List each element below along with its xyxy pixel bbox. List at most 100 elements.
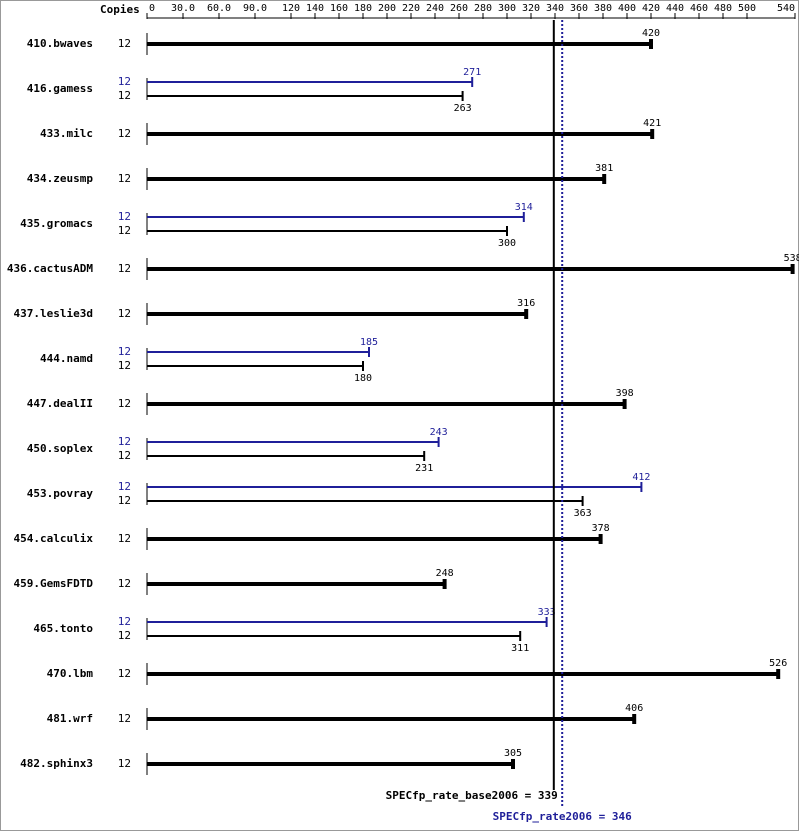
x-tick-label: 460 [690,3,708,14]
x-tick-label: 320 [522,3,540,14]
x-tick-label: 30.0 [171,3,195,14]
x-tick-label: 0 [149,3,155,14]
copies: 12 [118,712,131,725]
value-label: 231 [415,463,433,474]
x-tick-label: 260 [450,3,468,14]
copies: 12 [118,667,131,680]
copies: 12 [118,435,131,448]
copies: 12 [118,494,131,507]
x-tick-label: 220 [402,3,420,14]
bar [147,309,529,319]
x-tick-label: 280 [474,3,492,14]
benchmark-name: 435.gromacs [20,217,93,230]
bar [147,264,795,274]
bar [147,579,447,589]
x-tick-label: 120 [282,3,300,14]
benchmark-name: 447.dealII [27,397,93,410]
bar [147,39,653,49]
bar [147,631,522,641]
value-label: 311 [511,643,529,654]
bar [147,437,440,447]
value-label: 248 [436,568,454,579]
benchmark-name: 444.namd [40,352,93,365]
reference-label: SPECfp_rate2006 = 346 [493,810,632,823]
value-label: 316 [517,298,535,309]
value-label: 412 [632,472,650,483]
copies: 12 [118,359,131,372]
copies: 12 [118,629,131,642]
copies: 12 [118,75,131,88]
bar [147,361,364,371]
benchmark-name: 416.gamess [27,82,93,95]
copies: 12 [118,89,131,102]
copies: 12 [118,262,131,275]
copies: 12 [118,307,131,320]
value-label: 271 [463,67,481,78]
x-tick-label: 500 [738,3,756,14]
benchmark-name: 459.GemsFDTD [14,577,94,590]
copies: 12 [118,757,131,770]
value-label: 305 [504,748,522,759]
reference-label: SPECfp_rate_base2006 = 339 [386,789,558,802]
benchmark-name: 482.sphinx3 [20,757,93,770]
value-label: 406 [625,703,643,714]
bar [147,496,584,506]
benchmark-name: 433.milc [40,127,93,140]
bar [147,759,515,769]
value-label: 314 [515,202,533,213]
value-label: 263 [454,103,472,114]
bar [147,212,525,222]
value-label: 185 [360,337,378,348]
x-tick-label: 340 [546,3,564,14]
x-tick-label: 540 [777,3,795,14]
value-label: 363 [574,508,592,519]
benchmark-name: 481.wrf [47,712,93,725]
benchmark-name: 434.zeusmp [27,172,94,185]
x-tick-label: 90.0 [243,3,267,14]
benchmark-name: 453.povray [27,487,94,500]
bar [147,226,508,236]
benchmark-name: 437.leslie3d [14,307,93,320]
x-tick-label: 160 [330,3,348,14]
value-label: 333 [538,607,556,618]
copies: 12 [118,224,131,237]
bar [147,77,474,87]
bar [147,174,607,184]
bar [147,129,655,139]
x-tick-label: 300 [498,3,516,14]
x-tick-label: 200 [378,3,396,14]
bar [147,482,643,492]
value-label: 398 [616,388,634,399]
benchmark-name: 470.lbm [47,667,94,680]
copies: 12 [118,449,131,462]
value-label: 300 [498,238,516,249]
bar [147,714,637,724]
bar [147,534,603,544]
copies: 12 [118,615,131,628]
value-label: 420 [642,28,660,39]
value-label: 421 [643,118,661,129]
copies: 12 [118,210,131,223]
benchmark-name: 465.tonto [33,622,93,635]
copies: 12 [118,397,131,410]
bar [147,91,464,101]
copies: 12 [118,127,131,140]
x-tick-label: 420 [642,3,660,14]
value-label: 526 [769,658,787,669]
value-label: 378 [592,523,610,534]
bar [147,399,627,409]
value-label: 381 [595,163,613,174]
copies: 12 [118,577,131,590]
copies: 12 [118,480,131,493]
benchmark-name: 450.soplex [27,442,94,455]
x-tick-label: 440 [666,3,684,14]
x-tick-label: 60.0 [207,3,231,14]
copies: 12 [118,345,131,358]
bar [147,617,548,627]
bar [147,669,781,679]
x-tick-label: 240 [426,3,444,14]
benchmark-name: 436.cactusADM [7,262,93,275]
copies: 12 [118,37,131,50]
